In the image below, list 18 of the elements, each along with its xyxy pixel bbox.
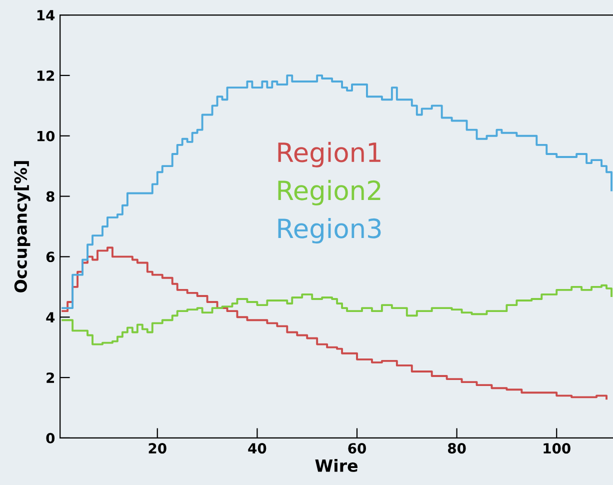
y-tick-label: 10: [37, 130, 55, 142]
x-tick-label: 60: [348, 443, 366, 454]
x-tick-label: 20: [148, 443, 166, 454]
y-tick-label: 4: [46, 312, 55, 322]
y-tick-label: 12: [37, 70, 54, 81]
text: Region3: [278, 218, 381, 244]
x-tick-label: 80: [448, 443, 466, 454]
y-tick-label: 2: [46, 372, 54, 383]
y-tick-label: 0: [46, 432, 55, 444]
x-tick-label: 40: [248, 443, 266, 454]
x-tick-label: 100: [544, 443, 570, 454]
x-axis-title: Wire: [315, 459, 358, 472]
y-tick-label: 14: [37, 10, 55, 20]
text: Region2: [278, 180, 380, 206]
y-axis-title: Occupancy[%]: [14, 161, 30, 292]
text: Region1: [278, 142, 380, 168]
y-tick-label: 6: [46, 252, 54, 262]
y-tick-label: 8: [46, 191, 54, 202]
